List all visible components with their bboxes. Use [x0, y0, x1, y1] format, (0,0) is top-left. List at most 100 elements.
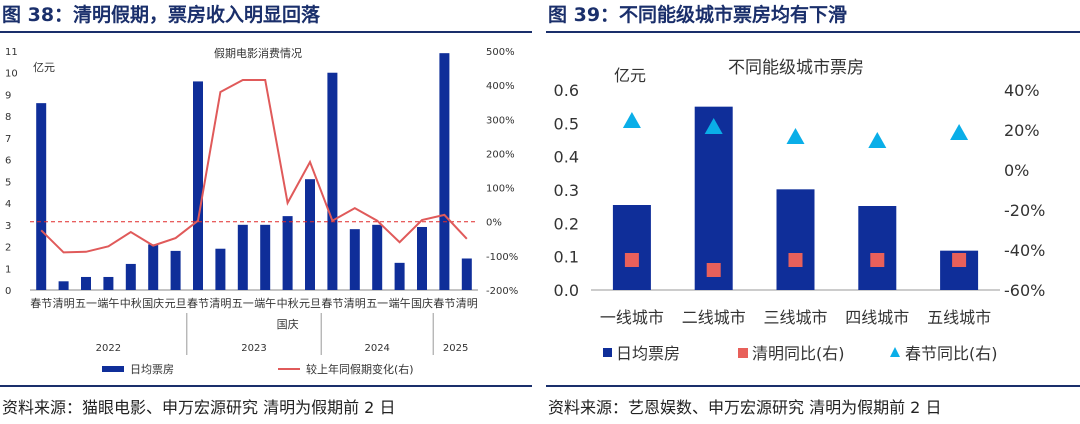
left-bar [327, 72, 338, 291]
left-chart-title: 假期电影消费情况 [214, 46, 302, 60]
right-legend-triangle-swatch [890, 347, 900, 357]
right-legend-square-label: 清明同比(右) [752, 344, 845, 363]
right-legend-triangle-label: 春节同比(右) [905, 344, 998, 363]
left-bar [58, 281, 69, 290]
left-y-tick: 0 [5, 286, 11, 297]
right-chart-right-y-tick: -40% [1004, 241, 1045, 260]
left-x-tick: 元旦 [165, 297, 187, 310]
right-chart-right-y-tick: 40% [1004, 81, 1040, 100]
left-legend-line-label: 较上年同假期变化(右) [306, 362, 414, 376]
right-square-marker [952, 253, 967, 267]
right-y-tick: -100% [486, 252, 518, 263]
left-x-tick: 中秋 [277, 296, 299, 310]
left-x-tick: 端午 [389, 297, 411, 310]
right-chart: 0.0 0.1 0.2 0.3 0.4 0.5 0.6 -60% -40% -20% 0% 20% 40… [554, 58, 1046, 363]
left-bar [125, 263, 136, 290]
left-bar [439, 53, 450, 290]
right-square-marker [870, 253, 885, 267]
left-bar [237, 224, 248, 290]
right-x-tick: 二线城市 [682, 308, 746, 327]
left-y-tick: 4 [5, 199, 11, 210]
left-y-tick: 3 [5, 221, 11, 232]
right-y-tick: 300% [486, 115, 515, 126]
right-y-tick: 400% [486, 81, 515, 92]
left-x-tick: 清明 [209, 297, 231, 310]
right-chart-right-y-tick: 0% [1004, 161, 1029, 180]
right-chart-right-y-tick: 20% [1004, 121, 1040, 140]
right-bar [612, 205, 651, 290]
left-bar [148, 244, 159, 290]
left-bar [103, 276, 114, 290]
right-x-tick: 一线城市 [600, 308, 664, 327]
left-y-tick: 9 [5, 90, 11, 101]
right-chart-left-y-tick: 0.1 [554, 248, 579, 267]
right-legend-bar-swatch [603, 348, 612, 357]
left-title-rule [0, 31, 532, 33]
left-bar [305, 179, 315, 290]
left-year-label: 2023 [241, 343, 266, 354]
left-chart: 0 1 2 3 4 5 6 7 8 9 10 11 -200% -100% 0% 100% 200% 300% 40… [5, 46, 518, 376]
right-chart-left-y-tick: 0.0 [554, 281, 579, 300]
right-chart-left-y-tick: 0.2 [554, 214, 579, 233]
right-chart-left-y-tick: 0.4 [554, 148, 579, 167]
left-y-tick: 1 [5, 264, 11, 275]
left-x-tick: 清明 [456, 297, 478, 310]
right-bar [694, 106, 733, 291]
left-bar [417, 226, 427, 290]
right-source-rule [546, 385, 1080, 387]
left-unit-label: 亿元 [33, 61, 55, 74]
right-chart-left-y-tick: 0.6 [554, 81, 579, 100]
right-chart-right-y-tick: -60% [1004, 281, 1045, 300]
right-bar [776, 189, 815, 290]
left-y-tick: 11 [5, 47, 18, 58]
left-x-tick: 国庆 [411, 296, 433, 310]
right-chart-right-y-tick: -20% [1004, 201, 1045, 220]
left-x-tick: 春节 [433, 297, 455, 310]
left-x-tick: 五一 [75, 297, 97, 310]
left-bar [170, 250, 181, 290]
left-x-tick: 五一 [366, 297, 388, 310]
right-y-tick: 200% [486, 149, 515, 160]
left-y-tick: 10 [5, 69, 18, 80]
right-x-tick: 三线城市 [763, 308, 827, 327]
right-square-marker [624, 253, 639, 267]
left-bar [215, 248, 226, 290]
left-x-tick: 端午 [97, 297, 119, 310]
right-square-marker [706, 263, 721, 277]
right-legend-bar-label: 日均票房 [616, 344, 680, 363]
right-chart-left-y-tick: 0.5 [554, 114, 579, 133]
left-bar [81, 276, 91, 290]
left-figure-title: 图 38：清明假期，票房收入明显回落 [2, 4, 321, 26]
left-bar [36, 103, 47, 291]
left-year-label: 2025 [443, 343, 468, 354]
left-year-label: 2022 [96, 343, 121, 354]
right-triangle-marker [704, 118, 723, 134]
left-x-tick: 春节 [321, 297, 343, 310]
left-x-tick: 清明 [344, 297, 366, 310]
right-bar [858, 206, 897, 290]
right-title-rule [546, 31, 1080, 33]
left-x-tick: 五一 [232, 297, 254, 310]
right-y-tick: 500% [486, 47, 515, 58]
left-source-rule [0, 385, 532, 387]
left-x-tick: 端午 [254, 297, 276, 310]
right-y-tick: -200% [486, 286, 518, 297]
left-x-tick: 春节 [30, 297, 52, 310]
right-triangle-marker [622, 112, 641, 128]
left-y-tick: 2 [5, 243, 11, 254]
left-source-note: 资料来源：猫眼电影、申万宏源研究 清明为假期前 2 日 [2, 398, 396, 417]
left-bar [193, 81, 203, 290]
right-triangle-marker [786, 128, 805, 144]
left-bar [282, 216, 293, 290]
left-legend-bar-label: 日均票房 [130, 363, 174, 376]
right-legend-square-swatch [738, 348, 748, 358]
left-bar [394, 262, 405, 290]
left-y-tick: 7 [5, 134, 11, 145]
left-bar [260, 224, 271, 290]
left-change-line [40, 79, 468, 254]
right-triangle-marker [950, 124, 969, 140]
left-bar [372, 224, 383, 290]
right-x-tick: 五线城市 [927, 308, 991, 327]
right-chart-left-y-tick: 0.3 [554, 181, 579, 200]
right-source-note: 资料来源：艺恩娱数、申万宏源研究 清明为假期前 2 日 [548, 398, 942, 417]
